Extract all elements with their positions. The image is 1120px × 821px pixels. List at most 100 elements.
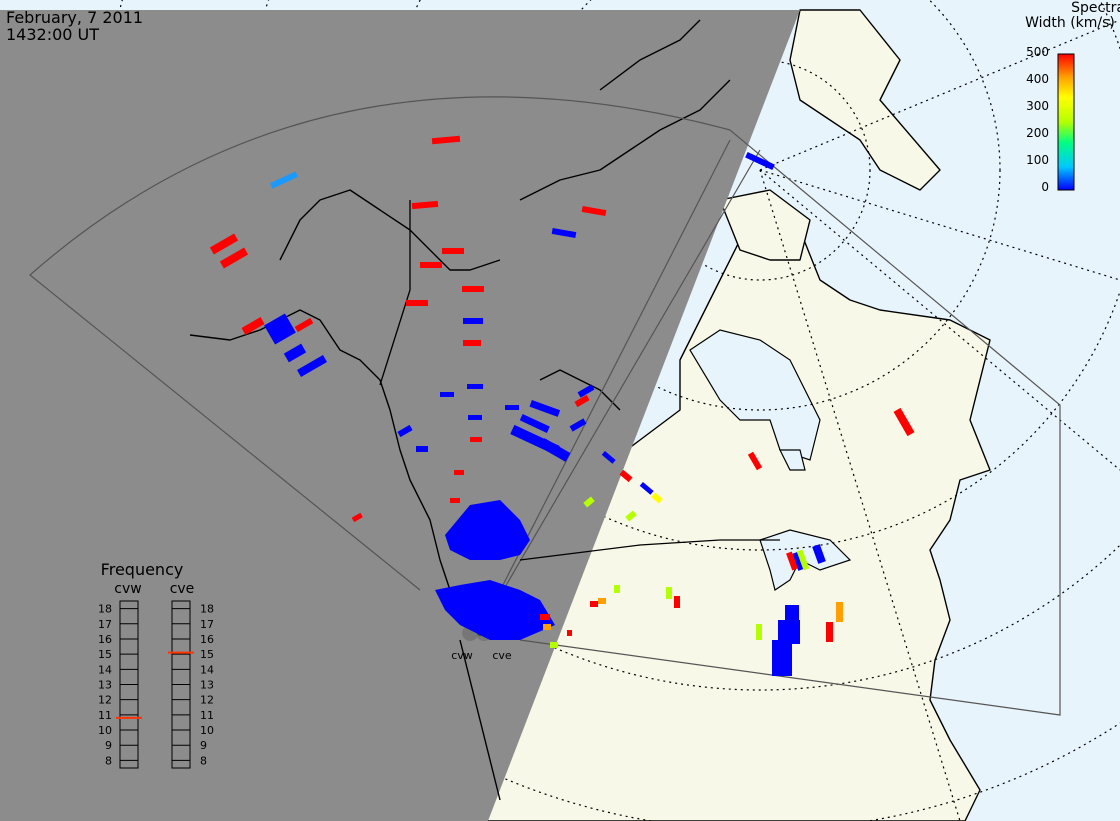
frequency-tick-label-left: 17 bbox=[98, 618, 112, 631]
echo-orange bbox=[598, 598, 606, 604]
radar-label-cvw: cvw bbox=[451, 649, 473, 662]
landmass-north-america bbox=[444, 219, 991, 821]
echo-red bbox=[540, 614, 550, 620]
echo-red bbox=[581, 205, 607, 217]
echo-blue bbox=[440, 392, 454, 397]
echo-yellowgreen bbox=[550, 642, 558, 648]
frequency-title: Frequency bbox=[101, 560, 184, 579]
fov-outer-outline bbox=[29, 96, 1061, 716]
echo-yellowgreen bbox=[666, 587, 672, 599]
frequency-tick-label-left: 18 bbox=[98, 603, 112, 616]
date-label: February, 7 2011 bbox=[6, 8, 144, 27]
frequency-tick-label-left: 16 bbox=[98, 633, 112, 646]
echo-yellowgreen bbox=[625, 510, 637, 522]
echo-yellowgreen bbox=[756, 624, 762, 640]
echo-blue bbox=[569, 418, 587, 432]
echo-blue bbox=[519, 413, 550, 433]
frequency-tick-labels: 18 18 17 17 16 16 15 15 14 14 13 13 12 12 11 11 10 10 9 9 8 8 bbox=[98, 603, 214, 768]
frequency-tick-label-right: 8 bbox=[200, 754, 207, 767]
frequency-label-cvw: cvw bbox=[114, 581, 141, 597]
echo-blue bbox=[785, 605, 799, 625]
echo-red bbox=[411, 200, 439, 210]
echo-blue bbox=[772, 640, 792, 676]
frequency-tick-label-left: 11 bbox=[98, 709, 112, 722]
echo-blue bbox=[551, 227, 577, 239]
echo-red bbox=[470, 437, 482, 442]
frequency-tick-label-left: 10 bbox=[98, 724, 112, 737]
echo-blue bbox=[601, 450, 616, 464]
echo-red bbox=[219, 247, 249, 269]
frequency-tick-label-right: 13 bbox=[200, 679, 214, 692]
echo-blue bbox=[468, 415, 482, 420]
echo-yellowgreen bbox=[583, 496, 595, 508]
frequency-tick-label-right: 17 bbox=[200, 618, 214, 631]
echo-red bbox=[786, 551, 798, 571]
time-label: 1432:00 UT bbox=[6, 25, 100, 44]
echo-red bbox=[420, 262, 442, 268]
radar-label-cve: cve bbox=[492, 649, 512, 662]
colorbar-tick: 500 bbox=[1026, 45, 1049, 59]
echo-blue bbox=[505, 405, 519, 410]
colorbar-title-line2: Width (km/s) bbox=[1025, 15, 1115, 31]
echo-red bbox=[450, 498, 460, 503]
echo-blue bbox=[778, 620, 800, 644]
landmass-greenland bbox=[789, 9, 941, 191]
landmass-baffin-island bbox=[719, 189, 811, 261]
frequency-tick-label-right: 14 bbox=[200, 663, 214, 676]
echo-blue bbox=[264, 313, 296, 345]
echo-red bbox=[463, 340, 481, 346]
echo-red bbox=[462, 286, 484, 292]
frequency-label-cve: cve bbox=[170, 581, 195, 597]
echo-blue bbox=[397, 424, 413, 438]
frequency-panel: Frequency cvw cve 18 18 17 17 16 16 15 15 14 14 13… bbox=[98, 560, 214, 769]
echo-red bbox=[294, 317, 314, 333]
echo-blue bbox=[577, 384, 595, 398]
echo-orange bbox=[543, 624, 551, 630]
colorbar-tick: 300 bbox=[1026, 99, 1049, 113]
echo-red bbox=[351, 512, 363, 523]
echo-red bbox=[590, 601, 598, 607]
alaska-canada-border bbox=[379, 200, 411, 386]
frequency-tick-label-right: 9 bbox=[200, 739, 207, 752]
echo-blue bbox=[297, 355, 327, 377]
longitude-line-2 bbox=[759, 169, 1120, 281]
echo-blue bbox=[539, 438, 571, 462]
echo-red bbox=[454, 470, 464, 475]
echo-blue bbox=[416, 446, 428, 452]
echo-yellowgreen bbox=[796, 549, 810, 571]
echo-blue bbox=[529, 400, 561, 417]
echo-red bbox=[406, 300, 428, 306]
coastline-west-coast bbox=[459, 639, 501, 801]
colorbar-gradient bbox=[1057, 53, 1075, 191]
frequency-tick-label-left: 12 bbox=[98, 694, 112, 707]
coastline-north-arctic bbox=[599, 19, 701, 91]
frequency-tick-label-right: 12 bbox=[200, 694, 214, 707]
echo-blue bbox=[639, 481, 654, 495]
colorbar-tick: 200 bbox=[1026, 126, 1049, 140]
echo-red bbox=[826, 622, 833, 642]
echo-red bbox=[431, 135, 461, 145]
frequency-tick-label-right: 10 bbox=[200, 724, 214, 737]
echo-red bbox=[567, 630, 572, 636]
frequency-tick-label-left: 14 bbox=[98, 663, 112, 676]
echo-blue bbox=[745, 151, 775, 171]
colorbar-tick: 100 bbox=[1026, 153, 1049, 167]
border-lines bbox=[379, 200, 780, 561]
colorbar: Spectral Width (km/s) 500 400 300 200 10… bbox=[1025, 0, 1120, 194]
frequency-tick-label-right: 15 bbox=[200, 648, 214, 661]
radar-echoes bbox=[209, 135, 915, 676]
colorbar-title-line1: Spectral bbox=[1071, 0, 1120, 16]
frequency-tick-label-left: 15 bbox=[98, 648, 112, 661]
frequency-ticks bbox=[120, 608, 190, 761]
frequency-tick-label-left: 9 bbox=[105, 739, 112, 752]
echo-red bbox=[619, 469, 633, 483]
echo-red bbox=[747, 451, 763, 471]
latitude-ring-2 bbox=[519, 0, 1001, 411]
coastline-western-alaska bbox=[279, 189, 501, 271]
coastline-hudson-west bbox=[539, 369, 621, 411]
echo-red bbox=[674, 596, 680, 608]
echo-orange bbox=[836, 602, 843, 622]
echo-cluster-dense-lower bbox=[435, 580, 555, 640]
